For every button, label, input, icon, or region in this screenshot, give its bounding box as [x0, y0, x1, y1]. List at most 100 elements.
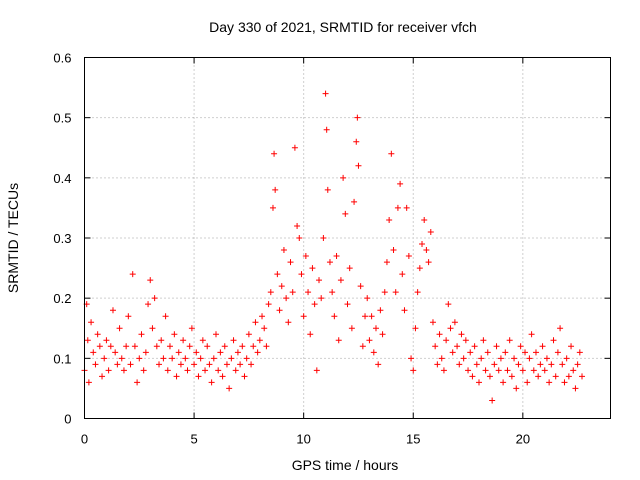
data-point	[568, 343, 575, 350]
data-point	[151, 295, 158, 302]
data-point	[138, 331, 145, 338]
data-point	[362, 313, 369, 320]
data-point	[342, 210, 349, 217]
data-point	[206, 361, 213, 368]
data-point	[535, 373, 542, 380]
data-point	[530, 367, 537, 374]
data-point	[320, 235, 327, 241]
data-point	[440, 367, 447, 374]
x-tick-label: 15	[406, 432, 420, 447]
data-point	[565, 373, 572, 380]
data-point	[519, 367, 526, 374]
data-point	[500, 379, 507, 386]
data-point	[125, 313, 132, 320]
data-point	[368, 313, 375, 320]
data-point	[335, 337, 342, 344]
data-point	[359, 343, 366, 350]
ticks-layer: 0 0.1 0.2 0.3 0.4 0.5 0.6 0 5 10 15 20	[53, 51, 611, 447]
data-point	[234, 349, 241, 356]
data-point	[285, 319, 292, 326]
data-point	[256, 337, 263, 344]
data-point	[184, 367, 191, 374]
data-point	[156, 361, 163, 368]
data-point	[434, 361, 441, 368]
data-point	[502, 349, 509, 356]
data-point	[390, 247, 397, 254]
x-tick-label: 10	[296, 432, 310, 447]
data-point	[318, 295, 325, 302]
data-point	[473, 361, 480, 368]
data-point	[351, 198, 358, 205]
data-point	[217, 349, 224, 356]
data-point	[197, 355, 204, 362]
data-point	[228, 355, 235, 362]
data-point	[497, 355, 504, 362]
data-point	[517, 343, 524, 350]
data-point	[469, 373, 476, 380]
data-point	[300, 313, 307, 320]
data-point	[274, 271, 281, 278]
data-point	[278, 283, 285, 290]
data-point	[298, 271, 305, 278]
data-point	[302, 253, 309, 260]
data-point	[221, 343, 228, 350]
data-point	[118, 355, 125, 362]
data-point	[563, 355, 570, 362]
data-point	[166, 343, 173, 350]
data-point	[149, 325, 156, 332]
data-point	[432, 343, 439, 350]
y-axis-label: SRMTID / TECUs	[5, 183, 21, 293]
data-point	[554, 349, 561, 356]
data-point	[287, 259, 294, 266]
points-layer	[81, 90, 586, 404]
y-tick-label: 0.1	[53, 351, 71, 366]
data-point	[120, 367, 127, 374]
data-point	[173, 373, 180, 380]
data-point	[309, 265, 316, 272]
data-point	[372, 325, 379, 332]
data-point	[245, 331, 252, 338]
data-point	[313, 367, 320, 374]
data-point	[543, 355, 550, 362]
data-point	[493, 343, 500, 350]
data-point	[337, 277, 344, 284]
data-point	[213, 331, 219, 338]
data-point	[370, 349, 377, 356]
data-point	[169, 355, 176, 362]
data-point	[388, 150, 395, 157]
data-point	[208, 379, 215, 386]
data-point	[142, 349, 149, 356]
data-point	[171, 331, 178, 338]
data-point	[103, 337, 110, 344]
data-point	[524, 379, 531, 386]
data-point	[489, 397, 496, 404]
data-point	[283, 295, 290, 302]
data-point	[412, 325, 419, 332]
data-point	[164, 367, 171, 374]
data-point	[379, 331, 386, 338]
data-point	[254, 349, 261, 356]
data-point	[572, 385, 579, 392]
data-point	[375, 361, 382, 368]
data-point	[467, 349, 474, 356]
data-point	[576, 349, 583, 356]
data-point	[226, 385, 233, 392]
data-point	[202, 367, 209, 374]
x-tick-label: 5	[190, 432, 197, 447]
data-point	[506, 337, 513, 344]
data-point	[276, 307, 283, 314]
data-point	[186, 343, 193, 350]
data-point	[323, 126, 330, 133]
data-point	[123, 343, 130, 350]
data-point	[105, 367, 112, 374]
y-tick-label: 0.4	[53, 171, 71, 186]
data-point	[528, 331, 535, 338]
data-point	[552, 373, 559, 380]
data-point	[397, 180, 404, 187]
data-point	[331, 313, 338, 320]
data-point	[526, 355, 533, 362]
data-point	[410, 367, 417, 374]
